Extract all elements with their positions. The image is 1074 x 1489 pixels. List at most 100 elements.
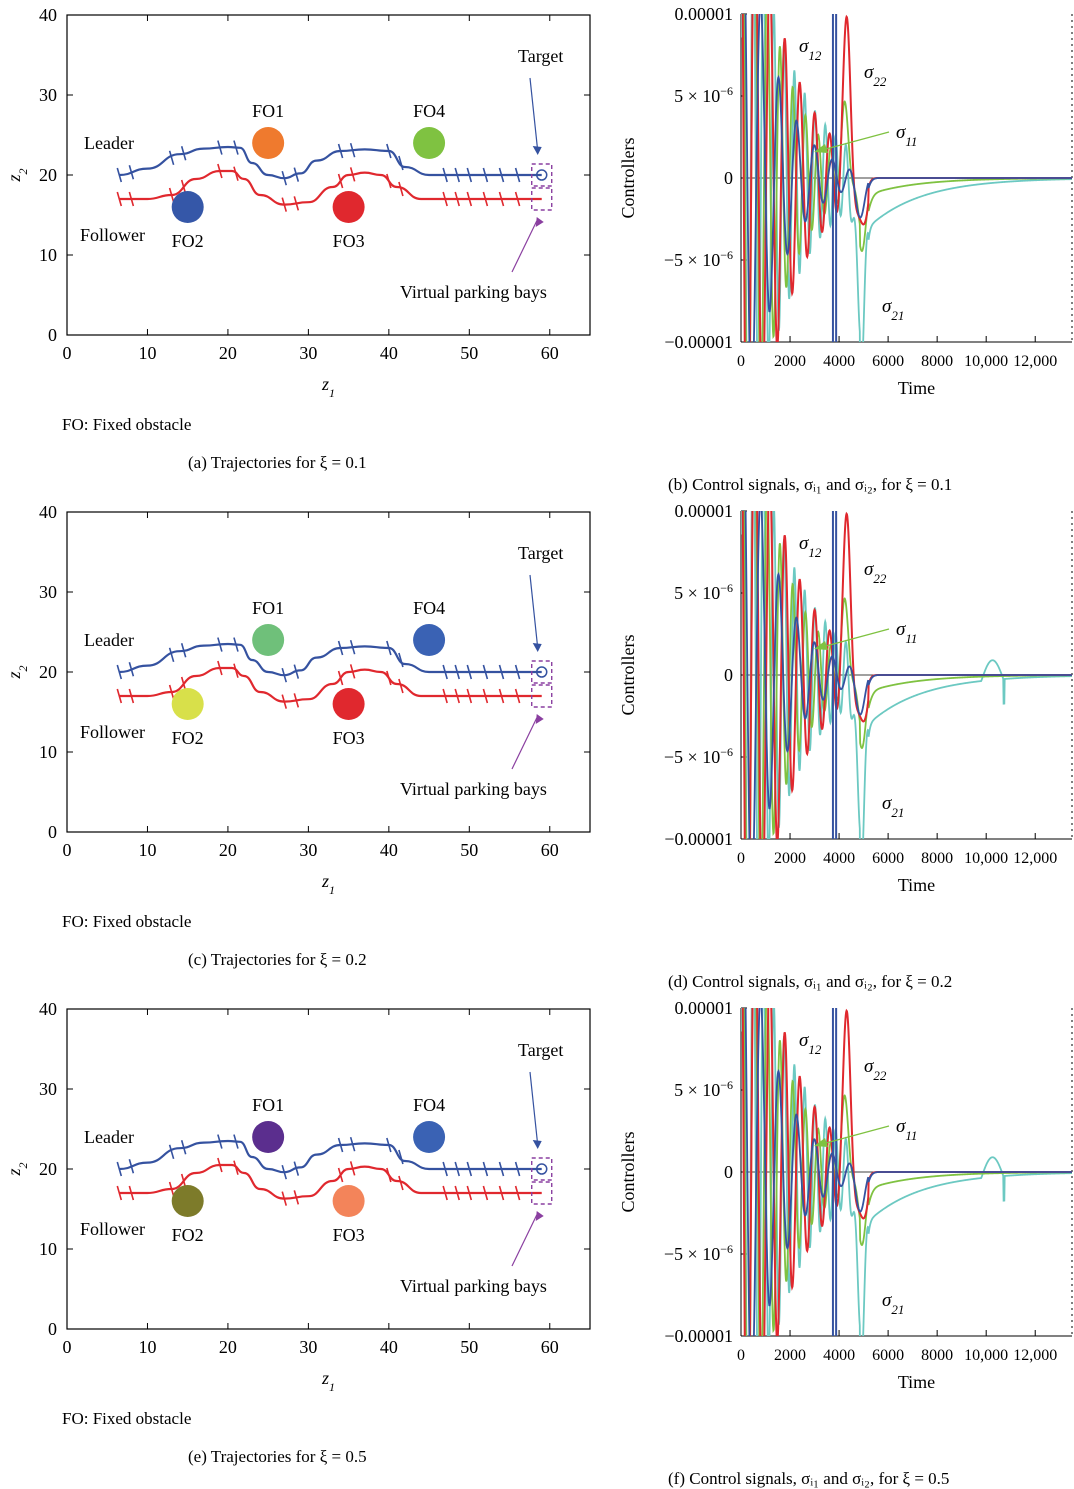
parking-bay [531,1181,553,1205]
controller-caption: (d) Control signals, σᵢ₁ and σᵢ₂, for ξ … [668,972,953,991]
target-arrowhead [532,146,542,155]
trajectory-tick [293,664,300,679]
virtual-parking-bays-label: Virtual parking bays [400,282,547,302]
obstacle-label: FO3 [333,231,365,251]
y-tick-label: 5 × 10−6 [674,581,733,603]
leader-label: Leader [84,133,134,153]
trajectory-tick [281,667,288,683]
parking-bay [531,660,553,684]
target-arrowhead [532,1140,542,1149]
subscript: 2 [16,168,30,174]
follower-label: Follower [80,1219,145,1239]
fixed-obstacle-2 [171,191,204,223]
sigma21-line [741,1008,1072,1336]
x-tick-label: 4000 [823,1347,855,1364]
leader-label: Leader [84,1127,134,1147]
trajectory-plot: 0 10 20 30 40 50 60 0 10 20 30 40 z1 z2 FO1 FO2 FO3 FO4 Le… [4,5,591,400]
subscript: 22 [873,74,887,89]
target-label: Target [518,46,563,66]
trajectory-caption: (e) Trajectories for ξ = 0.5 [188,1447,367,1466]
y-tick-label: 0 [48,822,57,842]
trajectory-tick [293,196,300,211]
x-tick-label: 20 [219,840,237,860]
trajectory-tick [217,1134,223,1149]
trajectory-tick [233,1160,239,1175]
trajectory-tick [482,167,489,183]
x-axis-label: z1 [321,871,335,897]
y-tick-label: −0.00001 [664,332,733,352]
trajectory-tick [442,167,448,183]
series-label-sigma22: σ22 [864,62,887,89]
target-arrow [529,574,539,649]
series-label-sigma11: σ11 [896,619,917,646]
x-tick-label: 50 [460,1337,478,1357]
x-tick-label: 10,000 [964,850,1008,867]
trajectory-tick [180,146,187,161]
leader-trajectory [119,145,542,180]
x-tick-label: 2000 [774,1347,806,1364]
trajectory-panel: 0 10 20 30 40 50 60 0 10 20 30 40 z1 z2 FO1 FO2 FO3 FO4 Le… [0,994,600,1434]
sigma12-line [744,14,1072,342]
trajectory-tick [466,1185,473,1201]
fixed-obstacle-note: FO: Fixed obstacle [62,912,192,931]
trajectory-tick [180,643,187,658]
follower-label: Follower [80,225,145,245]
trajectory-tick [233,166,239,181]
trajectory-tick [386,640,392,656]
sigma11-arrow [825,628,890,647]
x-tick-label: 12,000 [1013,353,1057,370]
trajectory-tick [454,167,461,183]
x-tick-label: 10,000 [964,1347,1008,1364]
trajectory-tick [498,191,505,207]
series-label-sigma21: σ21 [882,296,904,323]
trajectory-tick [514,688,521,704]
fixed-obstacle-2 [171,1185,204,1217]
trajectory-tick [217,637,223,652]
trajectory-tick [398,181,404,197]
bays-arrow [511,220,538,273]
bays-arrow [511,717,538,770]
x-tick-label: 4000 [823,850,855,867]
trajectory-tick [398,1175,404,1191]
subscript: 1 [329,883,335,897]
trajectory-tick [514,664,521,680]
sigma11-arrow [825,1125,890,1144]
y-axis-label: z2 [4,665,30,679]
y-tick-label: 0 [48,1319,57,1339]
obstacle-label: FO2 [172,728,204,748]
trajectory-tick [337,670,344,686]
plot-area [741,1008,1072,1336]
trajectory-tick [514,1161,521,1177]
trajectory-tick [168,150,175,166]
fixed-obstacle-1 [252,624,285,656]
fixed-obstacle-1 [252,127,285,159]
y-tick-label: 20 [39,165,57,185]
obstacle-label: FO3 [333,1225,365,1245]
x-tick-label: 60 [541,343,559,363]
x-tick-label: 6000 [872,850,904,867]
trajectory-tick [128,688,135,704]
trajectory-tick [349,664,356,679]
trajectory-tick [498,167,505,183]
subscript: 1 [329,386,335,400]
trajectory-tick [386,173,392,189]
x-tick-label: 0 [63,840,72,860]
trajectory-tick [454,688,461,704]
trajectory-tick [398,678,404,694]
fixed-obstacle-4 [413,624,446,656]
y-tick-label: 40 [39,999,57,1019]
trajectory-tick [482,664,489,680]
trajectory-tick [128,191,135,207]
trajectory-tick [168,187,175,203]
subscript: 22 [873,1068,887,1083]
obstacle-label: FO4 [413,101,445,121]
y-axis-label: Controllers [618,1132,638,1213]
trajectory-tick [482,688,489,704]
trajectory-tick [168,684,175,700]
series-label-sigma21: σ21 [882,1290,904,1317]
bays-arrow [511,1214,538,1267]
trajectory-tick [168,1144,175,1160]
target-marker [535,666,548,678]
leader-label: Leader [84,630,134,650]
